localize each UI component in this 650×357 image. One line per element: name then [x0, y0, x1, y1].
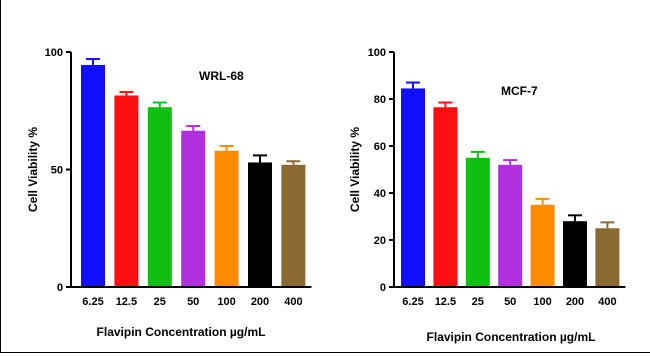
chart-panel-mcf7: 6.25 12.5 25 50 100 200 400 0 20 40 60 80 100 MCF-7 Ce…	[348, 47, 626, 344]
bar	[498, 164, 523, 287]
bar	[401, 88, 425, 287]
x-tick-label: 200	[566, 296, 584, 308]
x-tick-label: 400	[284, 296, 302, 308]
y-tick-label: 100	[45, 47, 63, 59]
bar	[465, 157, 490, 287]
x-tick-label: 6.25	[402, 296, 423, 308]
bar	[433, 107, 458, 287]
x-axis-label: Flavipin Concentration µg/mL	[97, 325, 266, 339]
x-tick-label: 100	[533, 296, 551, 308]
y-tick-label: 0	[57, 282, 63, 294]
x-tick-label: 12.5	[116, 296, 137, 308]
bar	[214, 150, 239, 287]
x-tick-label: 25	[472, 296, 484, 308]
y-axis-label: Cell Viability %	[26, 127, 40, 212]
x-tick-label: 400	[598, 296, 616, 308]
y-tick-label: 20	[374, 235, 386, 247]
bar	[530, 204, 555, 287]
bar	[595, 228, 620, 287]
y-tick-label: 0	[380, 282, 386, 294]
x-tick-label: 200	[251, 296, 269, 308]
y-tick-label: 80	[374, 94, 386, 106]
y-tick-label: 100	[368, 47, 386, 59]
x-tick-label: 50	[504, 296, 516, 308]
bar	[81, 64, 105, 287]
x-axis-label: Flavipin Concentration µg/mL	[427, 330, 596, 344]
chart-title: WRL-68	[199, 69, 244, 83]
bar	[114, 95, 139, 287]
x-tick-label: 100	[217, 296, 235, 308]
x-tick-label: 12.5	[435, 296, 456, 308]
bar	[248, 162, 272, 287]
x-tick-label: 50	[187, 296, 199, 308]
y-axis-label: Cell Viability %	[348, 127, 362, 212]
bar	[181, 130, 206, 287]
bar	[563, 221, 587, 287]
chart-panel-wrl68: 6.25 12.5 25 50 100 200 400 0 50 100 WRL-68 Cell Vi…	[26, 47, 312, 339]
x-tick-label: 25	[154, 296, 166, 308]
chart-title: MCF-7	[501, 84, 538, 98]
bar	[281, 164, 306, 287]
y-tick-label: 40	[374, 188, 386, 200]
bar	[147, 107, 172, 287]
x-tick-label: 6.25	[82, 296, 103, 308]
y-tick-label: 60	[374, 141, 386, 153]
y-tick-label: 50	[51, 165, 63, 177]
